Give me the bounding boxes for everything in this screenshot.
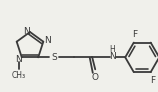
Text: N: N: [23, 26, 29, 36]
Text: CH₃: CH₃: [12, 71, 26, 80]
Text: F: F: [150, 76, 155, 85]
Text: N: N: [109, 52, 116, 61]
Text: H: H: [109, 45, 115, 54]
Text: N: N: [44, 36, 51, 45]
Text: O: O: [92, 73, 99, 82]
Text: F: F: [132, 30, 137, 39]
Text: N: N: [15, 55, 22, 64]
Text: S: S: [51, 53, 57, 62]
